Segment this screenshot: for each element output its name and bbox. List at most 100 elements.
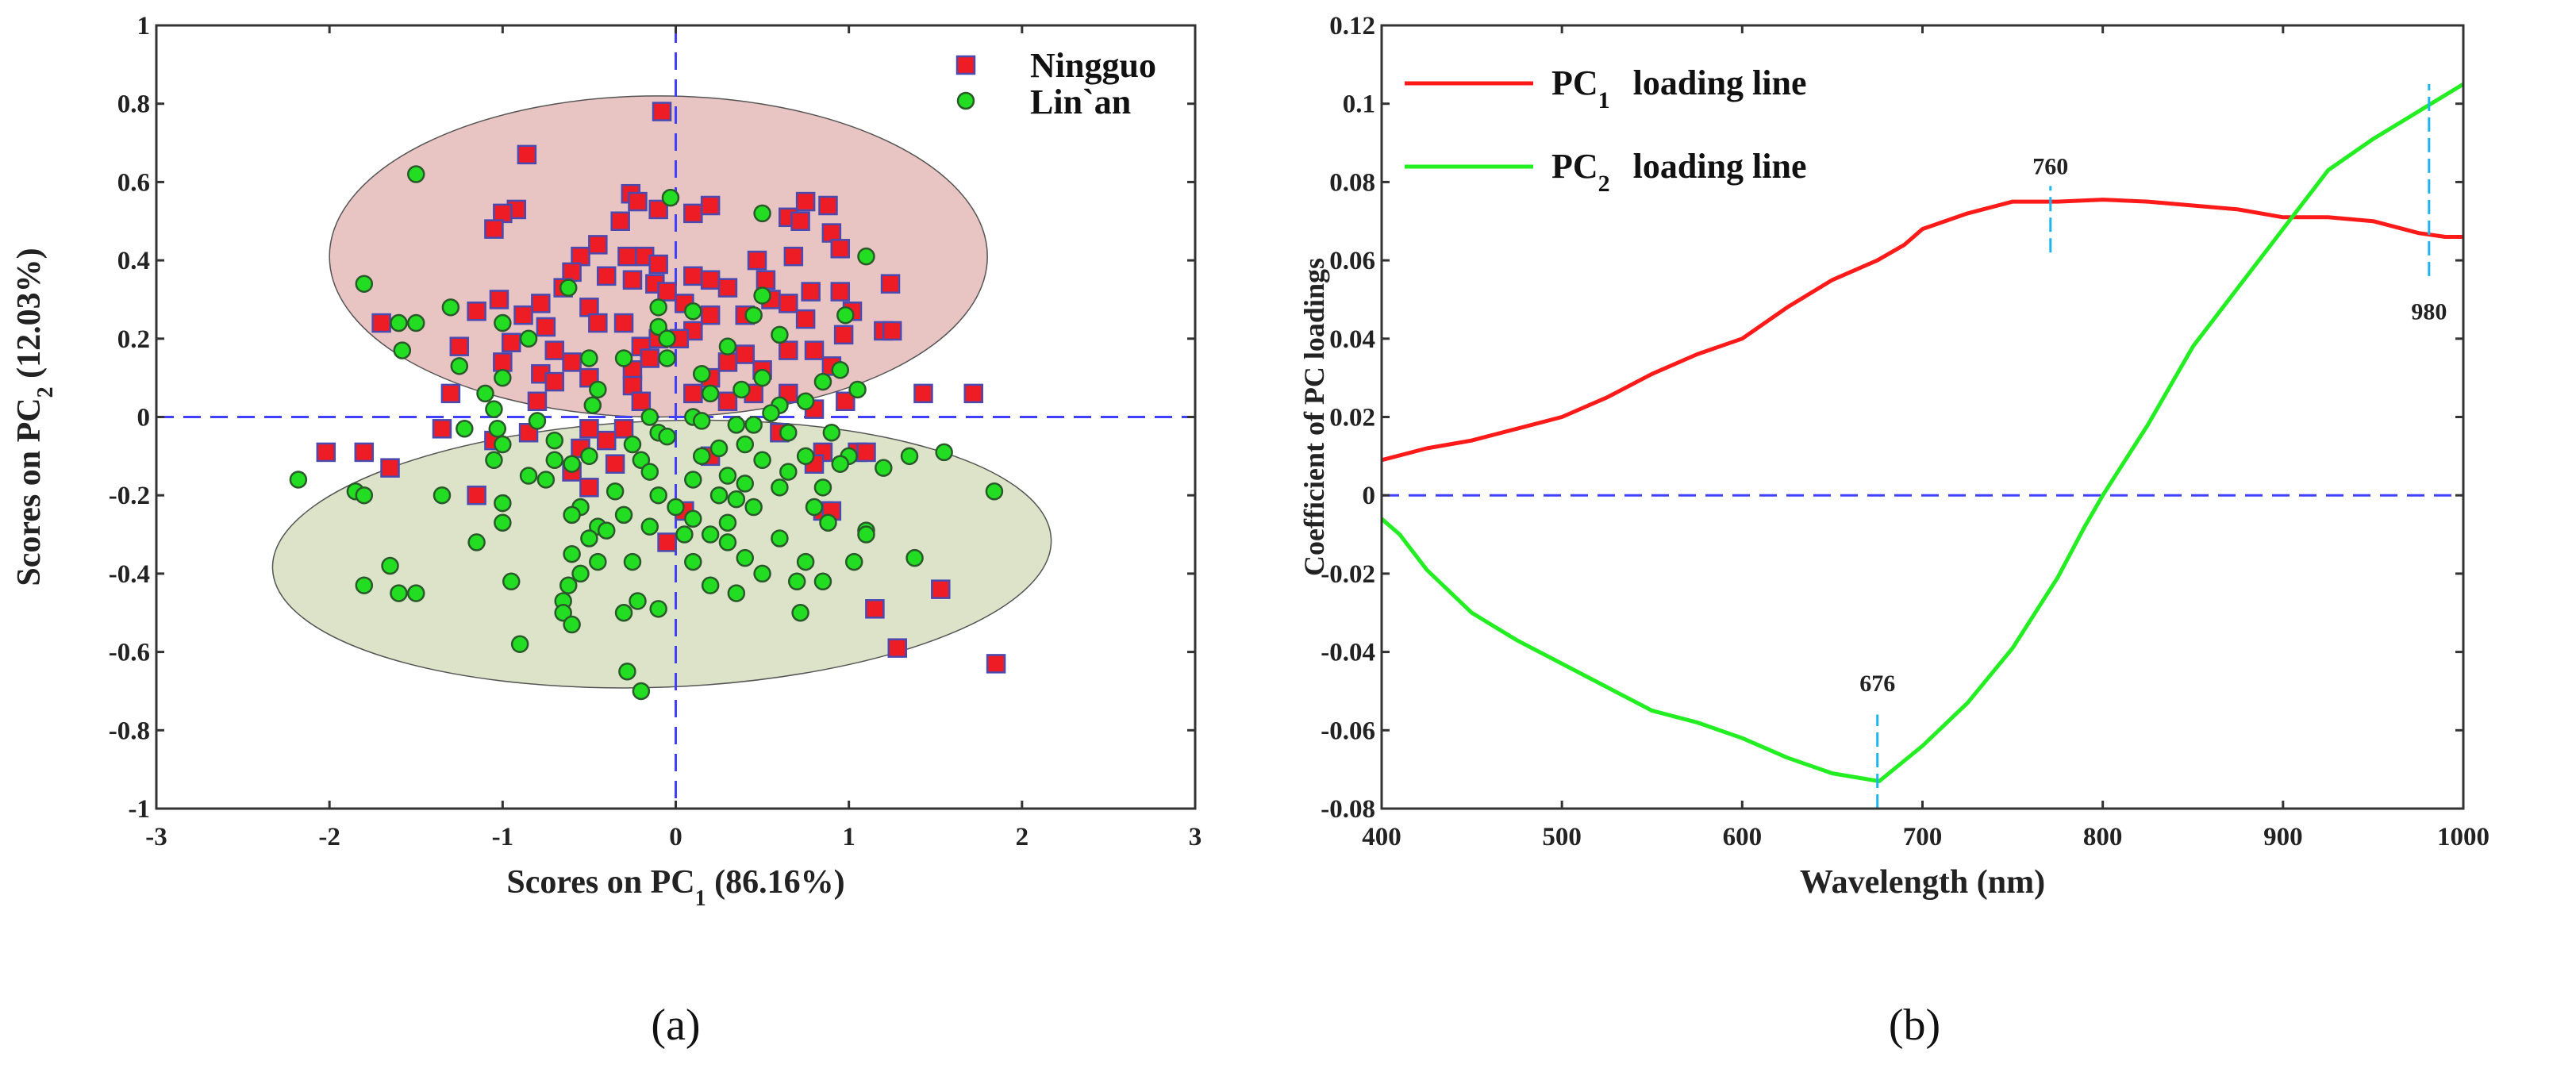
linan-point [563, 544, 581, 563]
legend-sub: 1 [1598, 87, 1610, 113]
linan-point [732, 380, 751, 399]
linan-point [559, 576, 578, 594]
x-axis-label: Scores on PC1 (86.16%) [506, 864, 844, 911]
linan-point [822, 423, 841, 442]
ningguo-point [513, 305, 533, 325]
legend-label-ningguo: Ningguo [1030, 46, 1156, 85]
y-tick-label: -0.06 [1321, 717, 1375, 745]
y-tick-label: 0 [137, 404, 151, 432]
linan-point [407, 584, 425, 602]
linan-point [848, 380, 867, 399]
y-tick-label: 0.02 [1329, 404, 1375, 432]
linan-point [813, 372, 832, 391]
linan-point [563, 455, 581, 473]
x-tick-label: 400 [1362, 823, 1401, 851]
linan-point [819, 513, 837, 532]
plot-frame [1380, 24, 2465, 810]
x-tick-label: 2 [1016, 823, 1029, 851]
ningguo-point [489, 290, 509, 309]
linan-point [494, 368, 512, 387]
ningguo-point [735, 344, 755, 364]
linan-point [844, 552, 863, 571]
legend-suffix: loading line [1624, 63, 1807, 102]
linan-point [510, 635, 529, 653]
panel-b-loadings-plot: 760 980 676 400 500 600 700 800 900 1000 0.12 0.1 0.… [1298, 12, 2489, 1050]
x-tick-label: 500 [1542, 823, 1582, 851]
legend-label-linan: Lin`an [1030, 83, 1131, 121]
linan-point [796, 392, 815, 411]
y-tick-label: -0.2 [109, 482, 150, 510]
linan-point [805, 498, 824, 517]
linan-point [709, 439, 729, 458]
y-tick-label: 0.04 [1329, 325, 1375, 354]
ningguo-point [830, 282, 851, 302]
y-tick-label: 0.2 [117, 325, 150, 354]
linan-point [709, 486, 729, 505]
linan-point [390, 584, 408, 602]
linan-point [813, 572, 832, 591]
ningguo-point [717, 391, 738, 412]
linan-point [597, 521, 616, 540]
y-tick-label: -0.02 [1321, 560, 1375, 589]
ningguo-point [527, 391, 548, 412]
linan-point [640, 408, 659, 426]
linan-point [563, 615, 581, 634]
x-axis-label: Wavelength (nm) [1800, 864, 2045, 901]
ningguo-point [830, 239, 851, 259]
y-tick-label: -0.6 [109, 639, 150, 667]
linan-point [727, 584, 746, 602]
linan-point [771, 478, 789, 497]
ningguo-point [628, 191, 648, 212]
ningguo-point [562, 352, 582, 372]
ningguo-point [467, 485, 486, 505]
linan-point [985, 482, 1004, 501]
y-tick-label: 0.08 [1329, 168, 1375, 197]
linan-point [614, 604, 633, 622]
ningguo-point [517, 144, 537, 165]
ningguo-point [779, 340, 798, 360]
ningguo-point [913, 383, 933, 404]
ningguo-point [887, 638, 908, 658]
pc1-loading-line [1381, 198, 2463, 463]
linan-point [390, 313, 408, 332]
panel-label-b: (b) [1889, 1001, 1940, 1050]
y-axis-label-prefix: Scores on PC [11, 398, 48, 586]
linan-point [649, 317, 667, 336]
linan-point [744, 306, 763, 325]
linan-point [528, 412, 547, 430]
linan-point [485, 451, 503, 470]
ningguo-point [648, 199, 668, 220]
legend-prefix: PC [1551, 147, 1598, 186]
linan-point [571, 564, 590, 583]
linan-point [736, 435, 755, 454]
linan-point [857, 525, 875, 544]
linan-point [614, 349, 633, 367]
ningguo-point [783, 246, 804, 267]
ningguo-point [316, 442, 336, 463]
legend-prefix: PC [1551, 63, 1598, 102]
ningguo-point [380, 458, 400, 478]
ningguo-point [648, 254, 668, 275]
ningguo-point [683, 203, 703, 224]
linan-point [545, 431, 564, 450]
ningguo-point [467, 302, 486, 321]
linan-point [519, 329, 538, 348]
linan-point [589, 552, 607, 571]
panel-a-scores-plot: -3 -2 -1 0 1 2 3 1 0.8 0.6 0.4 0.2 0 -0.2 -0.4 -0.6 -0.8… [11, 12, 1201, 1050]
x-axis-label-prefix: Scores on PC [506, 864, 694, 901]
x-axis-label-suffix: (86.16%) [706, 864, 845, 901]
linan-point [502, 572, 521, 591]
legend-label-pc1: PC1 loading line [1551, 63, 1807, 113]
ningguo-point [531, 294, 551, 313]
linan-point [831, 455, 850, 473]
legend-square-icon [955, 55, 976, 75]
ningguo-point [818, 195, 838, 216]
ningguo-point [747, 250, 767, 271]
y-tick-label: 0.1 [1343, 90, 1375, 119]
linan-point [718, 337, 737, 355]
legend-circle-icon [956, 91, 975, 110]
x-tick-label: -1 [492, 823, 514, 851]
linan-point [623, 435, 642, 454]
linan-point [494, 494, 512, 513]
